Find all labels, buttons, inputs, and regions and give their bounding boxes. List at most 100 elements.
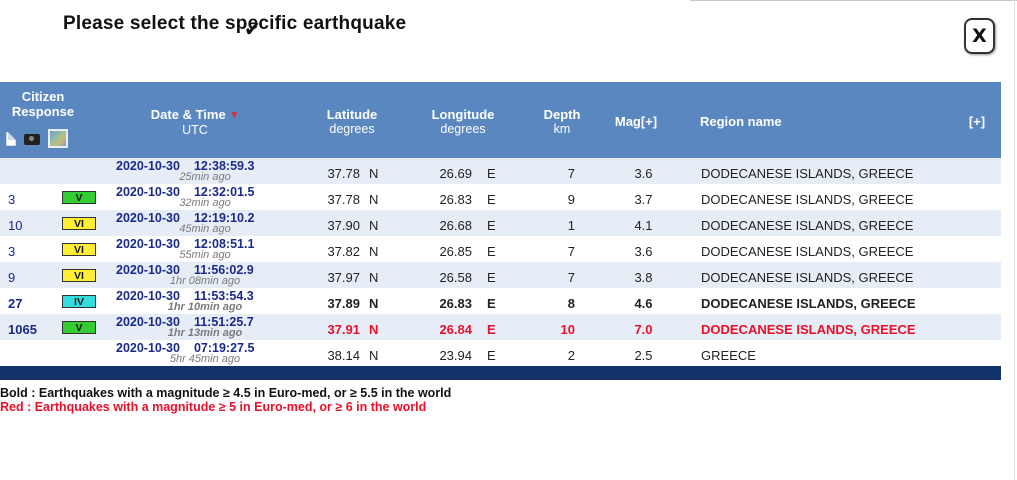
time-text: 11:51:25.7 bbox=[193, 315, 254, 329]
time-text: 11:53:54.3 bbox=[193, 289, 254, 303]
table-row[interactable]: 3 V 2020-10-30 12:32:01.5 32min ago 37.78 N 26.… bbox=[0, 184, 1001, 210]
response-count: 10 bbox=[8, 218, 23, 233]
region-name: GREECE bbox=[701, 348, 756, 363]
time-ago: 25min ago bbox=[179, 171, 231, 183]
header-mag[interactable]: Mag[+] bbox=[614, 114, 658, 129]
latitude-value: 37.78 bbox=[327, 192, 360, 207]
time-ago: 1hr 13min ago bbox=[167, 327, 243, 339]
longitude-value: 26.58 bbox=[439, 270, 472, 285]
longitude-direction: E bbox=[487, 218, 496, 233]
latitude-value: 37.90 bbox=[327, 218, 360, 233]
time-text: 12:32:01.5 bbox=[193, 185, 255, 199]
latitude-value: 37.78 bbox=[327, 166, 360, 181]
time-text: 11:56:02.9 bbox=[193, 263, 254, 277]
header-datetime-sub: UTC bbox=[182, 123, 208, 137]
intensity-badge[interactable]: V bbox=[62, 191, 96, 204]
time-ago: 45min ago bbox=[179, 223, 231, 235]
response-count: 3 bbox=[8, 244, 16, 259]
table-row[interactable]: 27 IV 2020-10-30 11:53:54.3 1hr 10min ago 37.… bbox=[0, 288, 1001, 314]
datetime-link[interactable]: 2020-10-30 12:08:51.1 bbox=[116, 237, 254, 251]
response-count: 9 bbox=[8, 270, 16, 285]
datetime-link[interactable]: 2020-10-30 11:53:54.3 bbox=[116, 289, 254, 303]
header-region[interactable]: Region name bbox=[700, 114, 782, 129]
table-row[interactable]: 10 VI 2020-10-30 12:19:10.2 45min ago 37.90 N 2… bbox=[0, 210, 1001, 236]
header-longitude-label: Longitude bbox=[431, 107, 495, 122]
intensity-badge[interactable]: VI bbox=[62, 269, 96, 282]
header-depth[interactable]: Depth km bbox=[535, 107, 589, 137]
right-divider bbox=[1014, 0, 1015, 480]
latitude-direction: N bbox=[369, 348, 379, 363]
latitude-direction: N bbox=[369, 270, 379, 285]
magnitude-value: 4.6 bbox=[634, 296, 653, 311]
latitude-direction: N bbox=[369, 296, 379, 311]
latitude-value: 37.82 bbox=[327, 244, 360, 259]
document-icon[interactable] bbox=[6, 131, 16, 146]
datetime-link[interactable]: 2020-10-30 12:38:59.3 bbox=[116, 159, 254, 173]
map-icon[interactable] bbox=[48, 129, 68, 148]
close-button[interactable]: X bbox=[964, 18, 995, 54]
table-row[interactable]: 9 VI 2020-10-30 11:56:02.9 1hr 08min ago 37.9… bbox=[0, 262, 1001, 288]
table-row[interactable]: 2020-10-30 07:19:27.5 5hr 45min ago 38.14 N 2… bbox=[0, 340, 1001, 366]
datetime-link[interactable]: 2020-10-30 12:32:01.5 bbox=[116, 185, 254, 199]
response-count: 1065 bbox=[8, 322, 37, 337]
intensity-badge[interactable]: V bbox=[62, 321, 96, 334]
table-row[interactable]: 1065 V 2020-10-30 11:51:25.7 1hr 13min ago 37… bbox=[0, 314, 1001, 340]
latitude-direction: N bbox=[369, 192, 379, 207]
dialog-title: Please select the specific earthquake bbox=[63, 13, 407, 34]
region-name: DODECANESE ISLANDS, GREECE bbox=[701, 218, 914, 233]
longitude-value: 26.69 bbox=[439, 166, 472, 181]
header-expand[interactable]: [+] bbox=[968, 114, 986, 129]
latitude-value: 37.97 bbox=[327, 270, 360, 285]
header-longitude[interactable]: Longitude degrees bbox=[421, 107, 505, 137]
intensity-badge[interactable]: IV bbox=[62, 295, 96, 308]
date-text: 2020-10-30 bbox=[116, 289, 180, 303]
longitude-value: 26.84 bbox=[439, 322, 472, 337]
header-datetime[interactable]: Date & Time ▼ UTC bbox=[135, 107, 255, 138]
date-text: 2020-10-30 bbox=[116, 237, 180, 251]
table-row[interactable]: 3 VI 2020-10-30 12:08:51.1 55min ago 37.82 N 26… bbox=[0, 236, 1001, 262]
longitude-value: 26.83 bbox=[439, 192, 472, 207]
legend-red: Red : Earthquakes with a magnitude ≥ 5 i… bbox=[0, 400, 427, 414]
mouse-cursor-check-icon: ✔ bbox=[244, 19, 261, 41]
intensity-badge[interactable]: VI bbox=[62, 217, 96, 230]
region-name: DODECANESE ISLANDS, GREECE bbox=[701, 322, 916, 337]
region-name: DODECANESE ISLANDS, GREECE bbox=[701, 296, 916, 311]
longitude-value: 26.85 bbox=[439, 244, 472, 259]
longitude-direction: E bbox=[487, 270, 496, 285]
datetime-link[interactable]: 2020-10-30 07:19:27.5 bbox=[116, 341, 254, 355]
header-latitude-sub: degrees bbox=[329, 122, 375, 136]
camera-icon[interactable] bbox=[24, 134, 40, 145]
latitude-direction: N bbox=[369, 218, 379, 233]
table-header: Citizen Response Date & Time ▼ UTC Latit… bbox=[0, 82, 1001, 158]
table-row[interactable]: 2020-10-30 12:38:59.3 25min ago 37.78 N 26.69… bbox=[0, 158, 1001, 184]
header-depth-sub: km bbox=[553, 122, 571, 136]
response-count: 27 bbox=[8, 296, 23, 311]
intensity-badge[interactable]: VI bbox=[62, 243, 96, 256]
legend-bold: Bold : Earthquakes with a magnitude ≥ 4.… bbox=[0, 386, 452, 400]
region-name: DODECANESE ISLANDS, GREECE bbox=[701, 244, 914, 259]
time-text: 12:38:59.3 bbox=[193, 159, 255, 173]
longitude-direction: E bbox=[487, 166, 496, 181]
datetime-link[interactable]: 2020-10-30 11:51:25.7 bbox=[116, 315, 254, 329]
header-latitude[interactable]: Latitude degrees bbox=[315, 107, 389, 137]
longitude-direction: E bbox=[487, 296, 496, 311]
datetime-link[interactable]: 2020-10-30 12:19:10.2 bbox=[116, 211, 254, 225]
latitude-value: 37.91 bbox=[327, 322, 360, 337]
depth-value: 10 bbox=[560, 322, 575, 337]
header-datetime-label: Date & Time bbox=[150, 107, 226, 122]
datetime-link[interactable]: 2020-10-30 11:56:02.9 bbox=[116, 263, 254, 277]
table-footer-bar bbox=[0, 366, 1001, 380]
header-depth-label: Depth bbox=[543, 107, 581, 122]
header-citizen-response: Citizen Response bbox=[11, 89, 75, 119]
magnitude-value: 7.0 bbox=[634, 322, 653, 337]
latitude-direction: N bbox=[369, 322, 379, 337]
sort-down-icon[interactable]: ▼ bbox=[229, 110, 240, 121]
date-text: 2020-10-30 bbox=[116, 341, 180, 355]
region-name: DODECANESE ISLANDS, GREECE bbox=[701, 166, 914, 181]
date-text: 2020-10-30 bbox=[116, 185, 180, 199]
depth-value: 7 bbox=[567, 166, 575, 181]
earthquake-table: Citizen Response Date & Time ▼ UTC Latit… bbox=[0, 82, 1001, 380]
longitude-direction: E bbox=[487, 322, 496, 337]
longitude-value: 23.94 bbox=[439, 348, 472, 363]
magnitude-value: 3.8 bbox=[634, 270, 653, 285]
